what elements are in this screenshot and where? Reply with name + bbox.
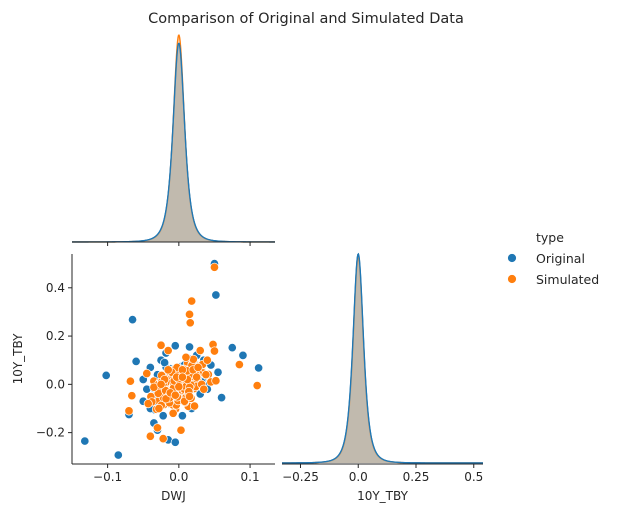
y-tick-label: 0.4 — [46, 281, 65, 295]
legend-title: type — [536, 230, 564, 245]
scatter-point — [170, 341, 180, 351]
scatter-point — [201, 370, 211, 380]
legend: type Original Simulated — [507, 230, 599, 287]
scatter-point — [177, 372, 187, 382]
scatter-point — [199, 384, 209, 394]
density-line-original-top — [282, 252, 483, 464]
scatter-point — [170, 437, 180, 447]
scatter-point — [234, 359, 244, 370]
x-tick-label: 0.0 — [349, 470, 368, 484]
scatter-point — [254, 363, 264, 373]
y-axis-label-10y-tby: 10Y_TBY — [11, 333, 25, 385]
scatter-point — [193, 362, 203, 372]
scatter-point — [113, 450, 123, 460]
density-line-simulated — [282, 256, 483, 464]
x-tick-label: 0.1 — [241, 470, 260, 484]
scatter-point — [143, 399, 153, 409]
scatter-point — [188, 354, 198, 364]
scatter-point — [213, 367, 223, 377]
scatter-point — [124, 406, 134, 416]
density-fill-original — [282, 254, 483, 463]
scatter-point — [238, 350, 248, 360]
density-fill-simulated — [282, 258, 483, 463]
scatter-point — [187, 296, 197, 306]
figure-title: Comparison of Original and Simulated Dat… — [148, 11, 464, 27]
scatter-point — [158, 434, 168, 444]
x-tick-label: 0.5 — [464, 470, 483, 484]
y-tick-label: −0.2 — [36, 426, 65, 440]
scatter-point — [125, 376, 135, 386]
scatter-point — [211, 376, 221, 386]
scatter-point — [217, 393, 227, 403]
scatter-point — [168, 408, 178, 418]
scatter-point — [209, 262, 220, 272]
x-tick-label: 0.0 — [169, 470, 188, 484]
scatter-point — [174, 382, 184, 392]
legend-label-simulated: Simulated — [536, 272, 599, 287]
legend-marker-simulated — [507, 274, 517, 284]
x-axis-label-dwj: DWJ — [161, 489, 186, 503]
scatter-point — [192, 372, 202, 382]
scatter-point — [195, 345, 205, 356]
scatter-point — [170, 390, 180, 400]
scatter-point — [158, 411, 168, 421]
y-tick-label: 0.0 — [46, 377, 65, 391]
scatter-point — [202, 355, 212, 365]
scatter-panel: −0.1 0.0 0.1 DWJ −0.2 0.0 0.2 0.4 10Y_TBY — [11, 254, 275, 503]
scatter-point — [163, 345, 173, 356]
scatter-series-original — [80, 259, 264, 460]
scatter-point — [177, 411, 187, 421]
tby-density-panel: −0.25 0.0 0.25 0.5 10Y_TBY — [282, 252, 483, 503]
scatter-point — [185, 318, 195, 328]
scatter-point — [156, 340, 166, 350]
scatter-point — [152, 423, 163, 433]
scatter-point — [176, 425, 186, 435]
scatter-point — [184, 391, 195, 401]
x-tick-label: −0.1 — [93, 470, 122, 484]
scatter-point — [227, 343, 237, 353]
density-overlap — [72, 43, 275, 242]
scatter-point — [184, 342, 195, 352]
scatter-point — [80, 436, 90, 446]
legend-marker-original — [507, 253, 517, 263]
scatter-point — [101, 370, 111, 380]
x-tick-label: 0.25 — [403, 470, 430, 484]
scatter-point — [145, 431, 155, 441]
scatter-point — [209, 346, 220, 356]
scatter-series-simulated — [124, 262, 262, 444]
scatter-point — [184, 309, 195, 319]
density-line-original — [282, 252, 483, 464]
y-tick-label: 0.2 — [46, 329, 65, 343]
density-overlap — [282, 258, 483, 463]
scatter-point — [181, 352, 191, 362]
scatter-point — [189, 401, 200, 411]
legend-label-original: Original — [536, 251, 585, 266]
scatter-point — [142, 368, 152, 379]
x-tick-label: −0.25 — [282, 470, 319, 484]
x-axis-label-10y-tby: 10Y_TBY — [357, 489, 409, 503]
scatter-point — [154, 403, 164, 414]
scatter-point — [160, 358, 170, 368]
dwj-density-panel — [72, 34, 276, 246]
scatter-point — [127, 315, 138, 325]
scatter-point — [211, 290, 221, 300]
scatter-point — [156, 379, 166, 389]
scatter-point — [127, 391, 137, 401]
scatter-point — [252, 380, 262, 391]
scatter-point — [131, 356, 141, 366]
scatter-point — [163, 365, 173, 375]
